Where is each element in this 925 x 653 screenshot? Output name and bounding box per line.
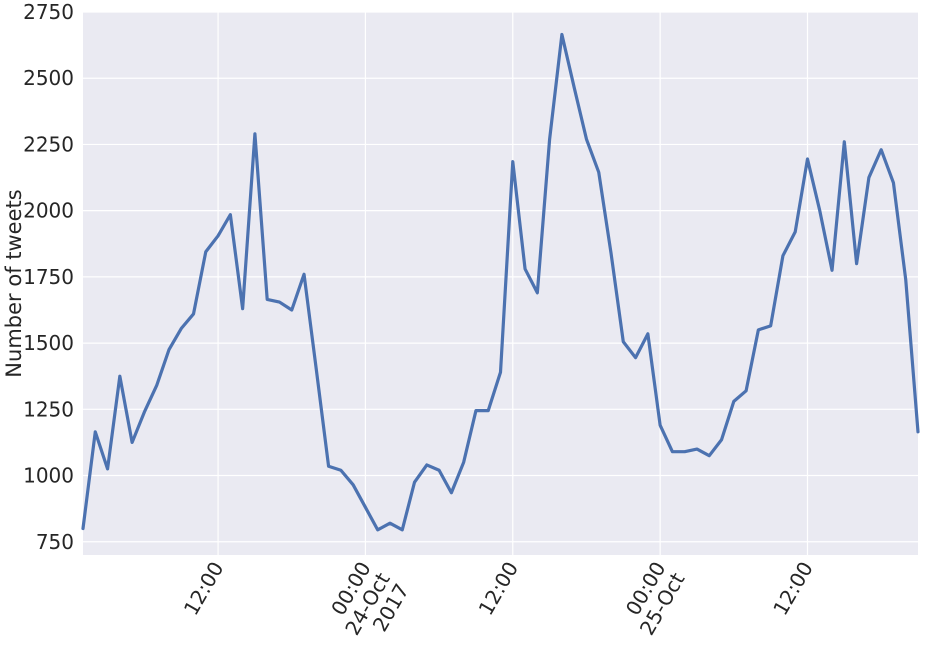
y-tick-label: 750 (36, 530, 74, 554)
y-tick-label: 2500 (23, 66, 74, 90)
x-tick-label: 00:0024-Oct2017 (321, 557, 414, 650)
y-axis-ticks: 750 1000 1250 1500 1750 2000 2250 2500 2750 (23, 0, 74, 554)
x-tick-label-line: 12:00 (179, 558, 229, 620)
y-tick-label: 1000 (23, 464, 74, 488)
series-layer (81, 32, 920, 532)
y-tick-label: 2750 (23, 0, 74, 24)
plot-background (83, 12, 918, 555)
y-tick-label: 1500 (23, 331, 74, 355)
x-tick-label: 00:0025-Oct (616, 557, 690, 639)
x-tick-label: 12:00 (474, 558, 524, 620)
x-axis-ticks: 12:00 00:0024-Oct2017 12:00 00:0025-Oct 12:0… (179, 557, 818, 650)
x-tick-label: 12:00 (179, 558, 229, 620)
x-tick-label-line: 12:00 (768, 558, 818, 620)
y-tick-label: 2000 (23, 199, 74, 223)
x-tick-label-line: 12:00 (474, 558, 524, 620)
x-tick-label: 12:00 (768, 558, 818, 620)
gridlines (83, 11, 918, 555)
series-line (81, 32, 920, 532)
y-tick-label: 2250 (23, 132, 74, 156)
y-tick-label: 1750 (23, 265, 74, 289)
y-axis-label: Number of tweets (2, 189, 26, 377)
y-tick-label: 1250 (23, 397, 74, 421)
